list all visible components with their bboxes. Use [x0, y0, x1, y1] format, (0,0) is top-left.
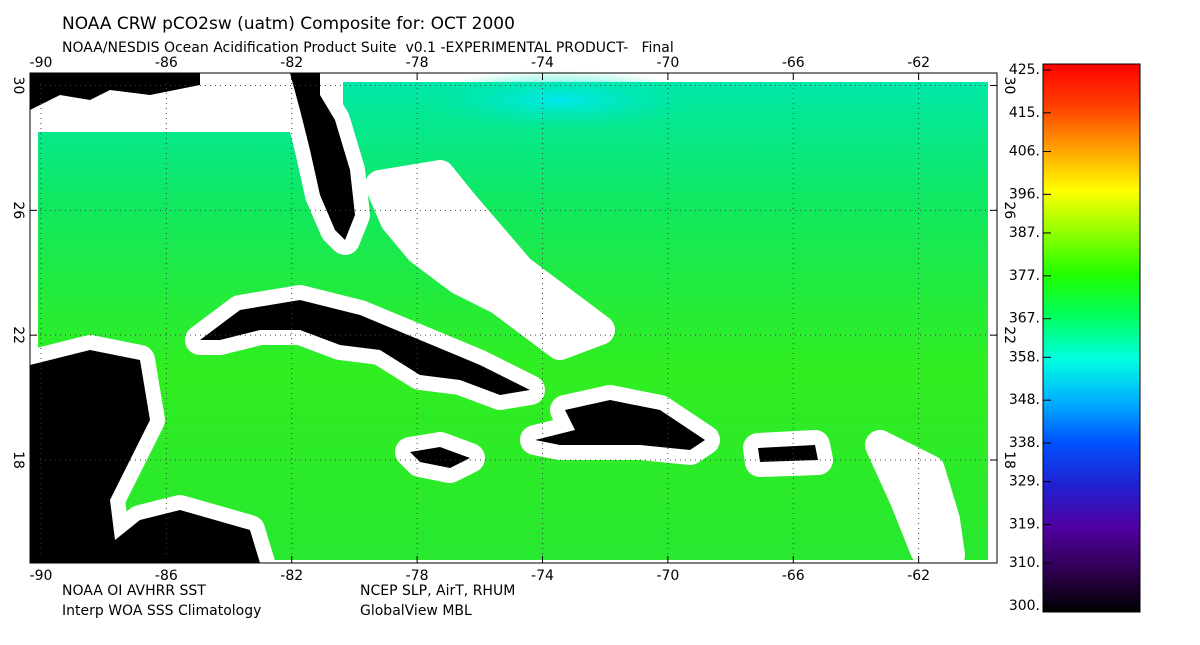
source-note: Interp WOA SSS Climatology: [62, 603, 261, 619]
colorbar-tick-label: 367.: [1009, 311, 1040, 327]
colorbar-tick-label: 358.: [1009, 349, 1040, 365]
colorbar-tick-label: 396.: [1009, 186, 1040, 202]
axes: -90 -90 -86 -86 -82 -82 -78 -78 -74 -74 -70 -70 -66 -…: [10, 55, 1017, 584]
x-tick-label: -78: [406, 568, 429, 584]
x-tick-label: -74: [531, 55, 554, 71]
colorbar-tick-label: 348.: [1009, 392, 1040, 408]
land-florida: [290, 73, 355, 240]
subtitle: NOAA/NESDIS Ocean Acidification Product …: [62, 40, 674, 56]
y-tick-label: 22: [1001, 326, 1017, 344]
colorbar-tick-label: 329.: [1009, 474, 1040, 490]
title: NOAA CRW pCO2sw (uatm) Composite for: OC…: [62, 14, 515, 34]
x-tick-label: -66: [782, 568, 805, 584]
source-note: GlobalView MBL: [360, 603, 472, 619]
grid: [30, 73, 997, 563]
x-tick-label: -66: [782, 55, 805, 71]
land-jamaica: [410, 447, 470, 468]
low-pco2-area: [420, 70, 700, 130]
x-tick-label: -70: [656, 568, 679, 584]
halo: [365, 160, 615, 360]
colorbar-tick-label: 406.: [1009, 143, 1040, 159]
x-tick-label: -86: [155, 568, 178, 584]
source-note: NOAA OI AVHRR SST: [62, 583, 206, 599]
source-note: NCEP SLP, AirT, RHUM: [360, 583, 515, 599]
land-hispaniola: [535, 400, 705, 450]
x-tick-label: -82: [280, 55, 303, 71]
halo: [865, 430, 965, 570]
colorbar-tick-label: 310.: [1009, 555, 1040, 571]
x-tick-label: -90: [30, 55, 53, 71]
x-tick-label: -62: [907, 568, 930, 584]
x-tick-label: -90: [30, 568, 53, 584]
y-tick-label: 30: [1001, 77, 1017, 95]
colorbar-tick-label: 415.: [1009, 105, 1040, 121]
x-tick-label: -70: [656, 55, 679, 71]
x-tick-label: -82: [280, 568, 303, 584]
land-cuba: [200, 300, 530, 395]
colorbar-tick-label: 425.: [1009, 62, 1040, 78]
land-gulf-coast: [30, 73, 200, 110]
x-tick-label: -78: [406, 55, 429, 71]
colorbar-tick-label: 338.: [1009, 435, 1040, 451]
x-tick-label: -62: [907, 55, 930, 71]
y-tick-label: 22: [10, 326, 26, 344]
x-tick-label: -86: [155, 55, 178, 71]
colorbar-tick-label: 377.: [1009, 268, 1040, 284]
colorbar-tick-label: 319.: [1009, 517, 1040, 533]
x-tick-label: -74: [531, 568, 554, 584]
y-tick-label: 26: [10, 201, 26, 219]
y-tick-label: 26: [1001, 201, 1017, 219]
land: [30, 73, 818, 563]
y-tick-label: 18: [10, 451, 26, 469]
map-frame: [29, 72, 998, 564]
colorbar-tick-label: 300.: [1009, 598, 1040, 614]
colorbar: [1042, 63, 1141, 613]
land-puerto-rico: [758, 445, 818, 462]
y-tick-label: 18: [1001, 451, 1017, 469]
colorbar-tick-label: 387.: [1009, 225, 1040, 241]
y-tick-label: 30: [10, 77, 26, 95]
land-yucatan: [30, 350, 260, 563]
colorbar-ticks: 425. 415. 406. 396. 387. 377. 367. 358. 348. 338.…: [1009, 62, 1051, 614]
